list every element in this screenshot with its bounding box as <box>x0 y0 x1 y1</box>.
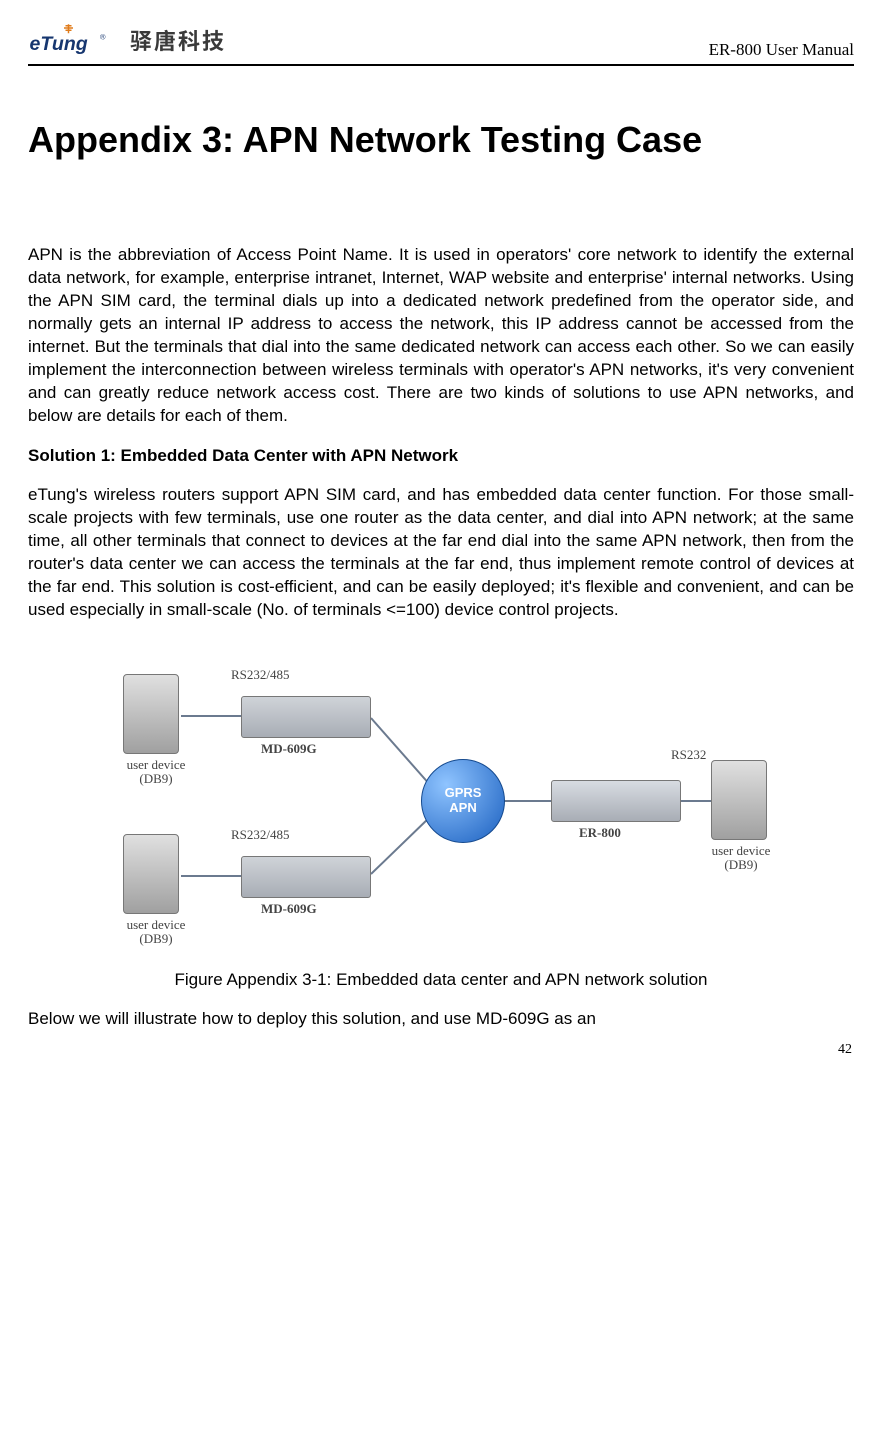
svg-text:eTung: eTung <box>30 33 88 55</box>
solution1-body: eTung's wireless routers support APN SIM… <box>28 484 854 622</box>
gprs-apn-node: GPRS APN <box>421 759 505 843</box>
document-header: eTung ® 驿唐科技 ER-800 User Manual <box>28 20 854 66</box>
doc-title: ER-800 User Manual <box>709 40 854 60</box>
solution1-heading: Solution 1: Embedded Data Center with AP… <box>28 446 854 466</box>
figure-caption: Figure Appendix 3-1: Embedded data cente… <box>28 970 854 990</box>
etung-logo: eTung ® <box>28 20 118 60</box>
md-609g-label-2: MD-609G <box>261 902 317 916</box>
md-609g-device-1 <box>241 696 371 738</box>
svg-text:®: ® <box>100 32 106 41</box>
logo-block: eTung ® 驿唐科技 <box>28 20 226 60</box>
figure-appendix-3-1: user device (DB9) user device (DB9) RS23… <box>28 646 854 956</box>
user-device-1 <box>123 674 179 754</box>
user-device-2 <box>123 834 179 914</box>
md-609g-device-2 <box>241 856 371 898</box>
rs232-485-label-1: RS232/485 <box>231 668 290 682</box>
user-device-2-label: user device (DB9) <box>111 918 201 947</box>
md-609g-label-1: MD-609G <box>261 742 317 756</box>
er-800-device <box>551 780 681 822</box>
page-title: Appendix 3: APN Network Testing Case <box>28 106 854 174</box>
label-text: user device <box>127 917 186 932</box>
user-device-3-label: user device (DB9) <box>691 844 791 873</box>
label-text: user device <box>127 757 186 772</box>
page-number: 42 <box>838 1042 852 1058</box>
intro-paragraph: APN is the abbreviation of Access Point … <box>28 244 854 428</box>
label-text: (DB9) <box>139 931 172 946</box>
rs232-label: RS232 <box>671 748 706 762</box>
user-device-3 <box>711 760 767 840</box>
label-text: user device <box>712 843 771 858</box>
label-text: (DB9) <box>724 857 757 872</box>
user-device-1-label: user device (DB9) <box>111 758 201 787</box>
network-diagram: user device (DB9) user device (DB9) RS23… <box>111 646 771 956</box>
label-text: (DB9) <box>139 771 172 786</box>
logo-cn-text: 驿唐科技 <box>130 24 226 56</box>
er-800-label: ER-800 <box>579 826 621 840</box>
closing-paragraph: Below we will illustrate how to deploy t… <box>28 1008 854 1031</box>
rs232-485-label-2: RS232/485 <box>231 828 290 842</box>
